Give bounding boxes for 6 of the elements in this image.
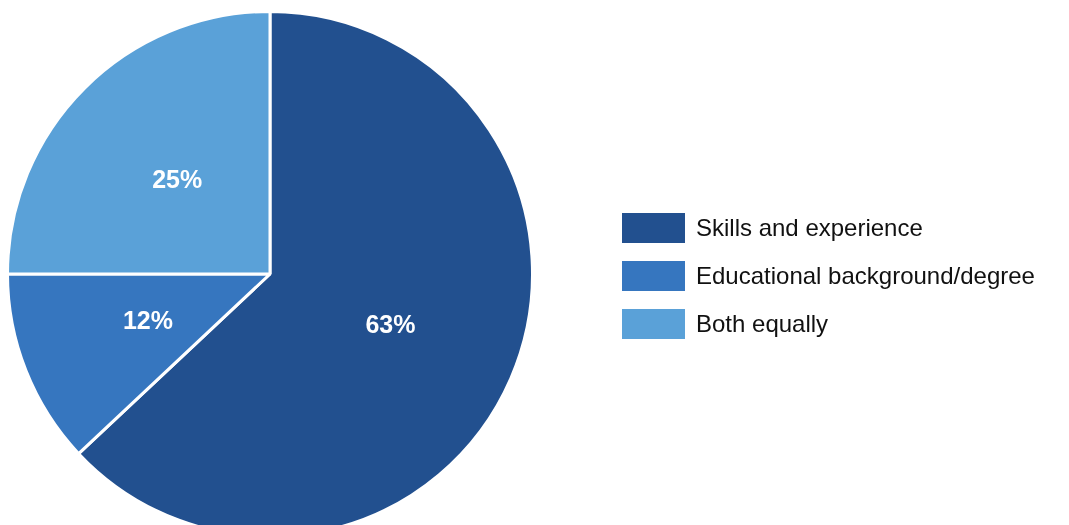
data-label: 25% xyxy=(152,165,203,194)
legend-label: Both equally xyxy=(696,310,829,338)
legend-label: Educational background/degree xyxy=(696,262,1035,290)
data-label: 63% xyxy=(365,310,416,339)
data-label: 12% xyxy=(122,306,173,335)
legend-label: Skills and experience xyxy=(696,214,923,242)
